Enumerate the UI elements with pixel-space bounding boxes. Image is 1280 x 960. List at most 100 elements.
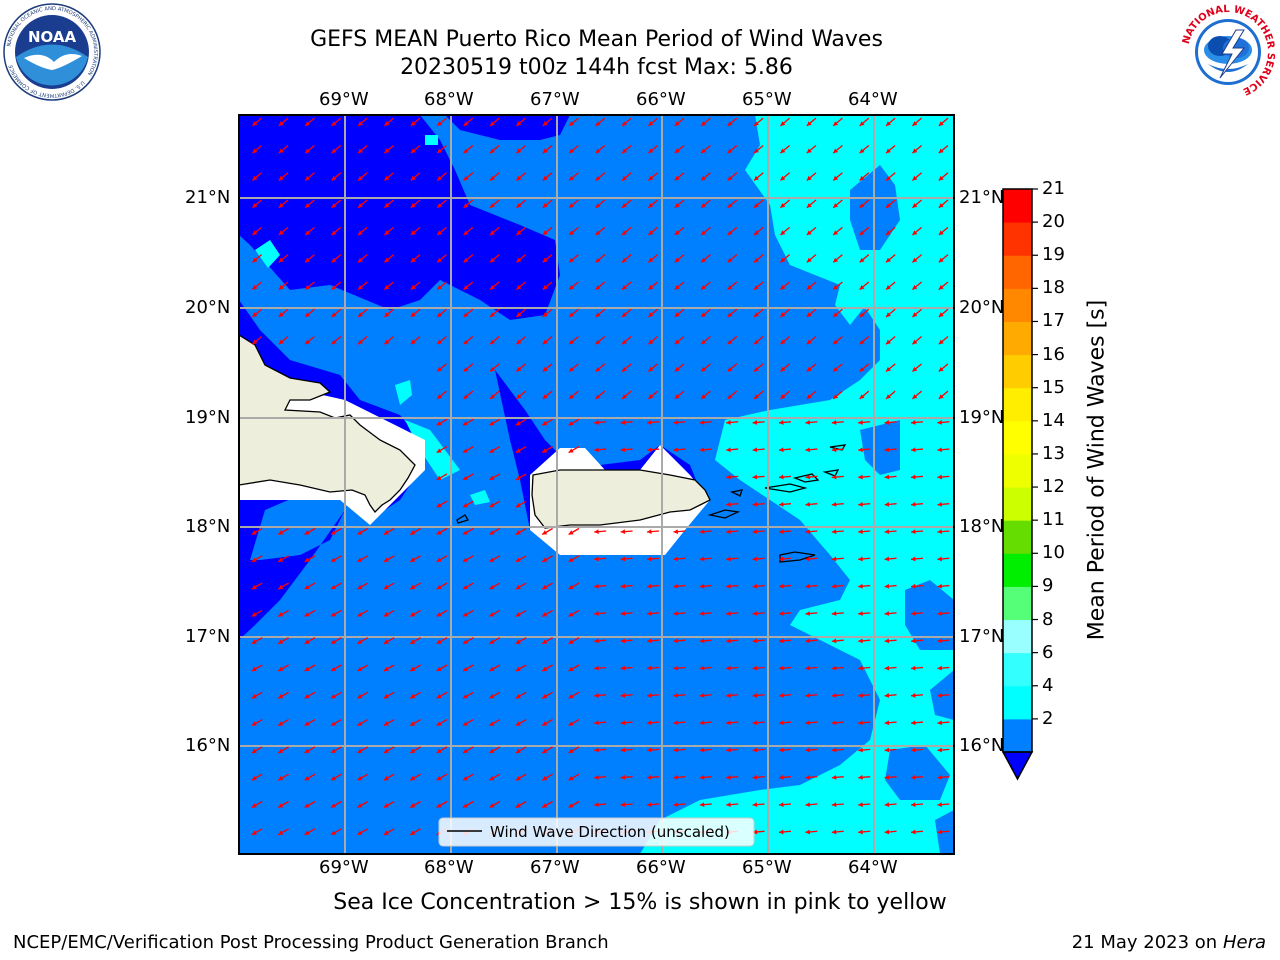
wave-direction-arrowhead	[278, 666, 284, 671]
lat-label-left-18n: 18°N	[185, 516, 231, 537]
wave-direction-arrowhead	[780, 366, 786, 372]
wave-direction-arrowhead	[384, 284, 390, 290]
wave-direction-arrowhead	[490, 312, 495, 317]
wave-direction-arrowhead	[884, 693, 890, 698]
wave-direction-arrowhead	[489, 748, 495, 753]
wave-direction-arrowhead	[831, 474, 837, 480]
wave-direction-arrowhead	[515, 421, 521, 426]
colorbar-swatch	[1003, 685, 1032, 720]
wave-direction-arrowhead	[542, 257, 548, 263]
wave-direction-arrowhead	[937, 529, 943, 535]
wave-direction-arrowhead	[754, 366, 759, 372]
wave-direction-arrowhead	[911, 638, 916, 644]
wave-direction-arrowhead	[594, 720, 599, 726]
wave-direction-arrowhead	[358, 284, 363, 290]
wave-direction-arrowhead	[595, 121, 601, 126]
wave-direction-arrowhead	[859, 230, 865, 236]
wave-direction-arrowhead	[622, 366, 627, 372]
wave-direction-arrowhead	[859, 203, 865, 208]
wave-direction-arrowhead	[278, 530, 284, 535]
wave-direction-arrowhead	[779, 774, 784, 780]
wave-direction-arrowhead	[516, 203, 522, 208]
wave-direction-arrowhead	[831, 829, 837, 835]
wave-direction-arrowhead	[568, 666, 574, 671]
wave-direction-arrowhead	[727, 175, 733, 181]
wave-direction-arrowhead	[937, 474, 943, 480]
wave-direction-arrowhead	[304, 748, 310, 753]
contour-below-2-top	[445, 115, 570, 140]
contour-2-4-east-inner4	[885, 745, 950, 800]
lat-label-left-21n: 21°N	[185, 187, 231, 208]
wave-direction-arrowhead	[858, 747, 863, 753]
wave-direction-arrowhead	[779, 802, 784, 808]
wave-direction-arrowhead	[911, 556, 916, 562]
wave-direction-arrowhead	[912, 366, 918, 372]
wave-direction-arrowhead	[568, 639, 574, 644]
wave-direction-arrowhead	[542, 639, 548, 644]
wave-direction-arrowhead	[595, 148, 601, 154]
wave-direction-arrowhead	[252, 175, 258, 181]
wave-direction-arrowhead	[489, 666, 495, 671]
wave-direction-arrowhead	[647, 665, 652, 671]
wave-direction-arrowhead	[780, 148, 786, 154]
wave-direction-arrowhead	[884, 420, 890, 425]
wave-direction-arrowhead	[673, 611, 679, 616]
wave-direction-arrowhead	[701, 366, 707, 372]
wave-direction-arrowhead	[780, 121, 786, 126]
wave-direction-arrowhead	[647, 693, 652, 698]
colorbar-swatch	[1003, 619, 1032, 654]
wave-direction-arrowhead	[620, 556, 626, 562]
wave-direction-arrowhead	[701, 203, 707, 208]
wave-direction-arrowhead	[383, 530, 389, 535]
wave-direction-arrowhead	[383, 775, 389, 781]
wave-direction-arrowhead	[912, 257, 918, 263]
wave-direction-arrowhead	[701, 148, 707, 154]
legend-label: Wind Wave Direction (unscaled)	[490, 823, 730, 841]
wave-direction-arrowhead	[806, 366, 812, 372]
lon-label-top-69w: 69°W	[319, 89, 369, 110]
wave-direction-arrowhead	[542, 612, 548, 617]
wave-direction-arrowhead	[699, 447, 705, 453]
wave-direction-arrowhead	[516, 366, 522, 372]
lon-label-top-67w: 67°W	[530, 89, 580, 110]
wave-direction-arrowhead	[620, 420, 626, 425]
wave-direction-arrowhead	[806, 257, 812, 263]
wave-direction-arrowhead	[304, 612, 310, 617]
wave-direction-arrowhead	[912, 121, 918, 126]
wave-direction-arrowhead	[805, 447, 811, 453]
wave-direction-arrowhead	[410, 639, 416, 644]
wave-direction-arrowhead	[886, 257, 891, 263]
wave-direction-arrowhead	[673, 447, 679, 453]
wave-direction-arrowhead	[569, 366, 575, 372]
wave-direction-arrowhead	[383, 666, 389, 671]
wave-direction-arrowhead	[463, 421, 469, 426]
colorbar-tick-label: 6	[1042, 641, 1054, 663]
contour-4-6-patch-e	[835, 285, 870, 325]
wave-direction-arrowhead	[489, 448, 495, 453]
wave-direction-arrowhead	[699, 720, 705, 726]
wave-direction-arrowhead	[674, 203, 680, 208]
wave-direction-arrowhead	[410, 203, 416, 208]
wave-direction-arrowhead	[383, 639, 389, 644]
wave-direction-arrowhead	[489, 584, 495, 590]
wave-direction-arrowhead	[542, 584, 548, 590]
wave-direction-arrowhead	[516, 257, 522, 263]
wave-direction-arrowhead	[780, 312, 786, 317]
wave-direction-arrowhead	[622, 121, 627, 126]
lon-label-top-66w: 66°W	[636, 89, 686, 110]
wave-direction-arrowhead	[304, 694, 310, 699]
wave-direction-arrowhead	[515, 694, 521, 699]
contour-below-2-north	[239, 115, 560, 320]
wave-direction-arrowhead	[884, 529, 890, 535]
wave-direction-arrowhead	[806, 312, 812, 317]
wave-direction-arrowhead	[912, 312, 918, 317]
wave-direction-arrowhead	[911, 583, 916, 589]
land-islet-5	[792, 473, 820, 483]
contour-4-6-patch-d	[470, 490, 490, 505]
wave-direction-arrowhead	[647, 420, 652, 425]
lon-label-top-64w: 64°W	[848, 89, 898, 110]
wave-direction-arrowhead	[463, 175, 469, 181]
wave-direction-arrowhead	[779, 501, 784, 507]
wave-direction-arrowhead	[463, 339, 469, 345]
wave-direction-arrowhead	[251, 584, 257, 590]
